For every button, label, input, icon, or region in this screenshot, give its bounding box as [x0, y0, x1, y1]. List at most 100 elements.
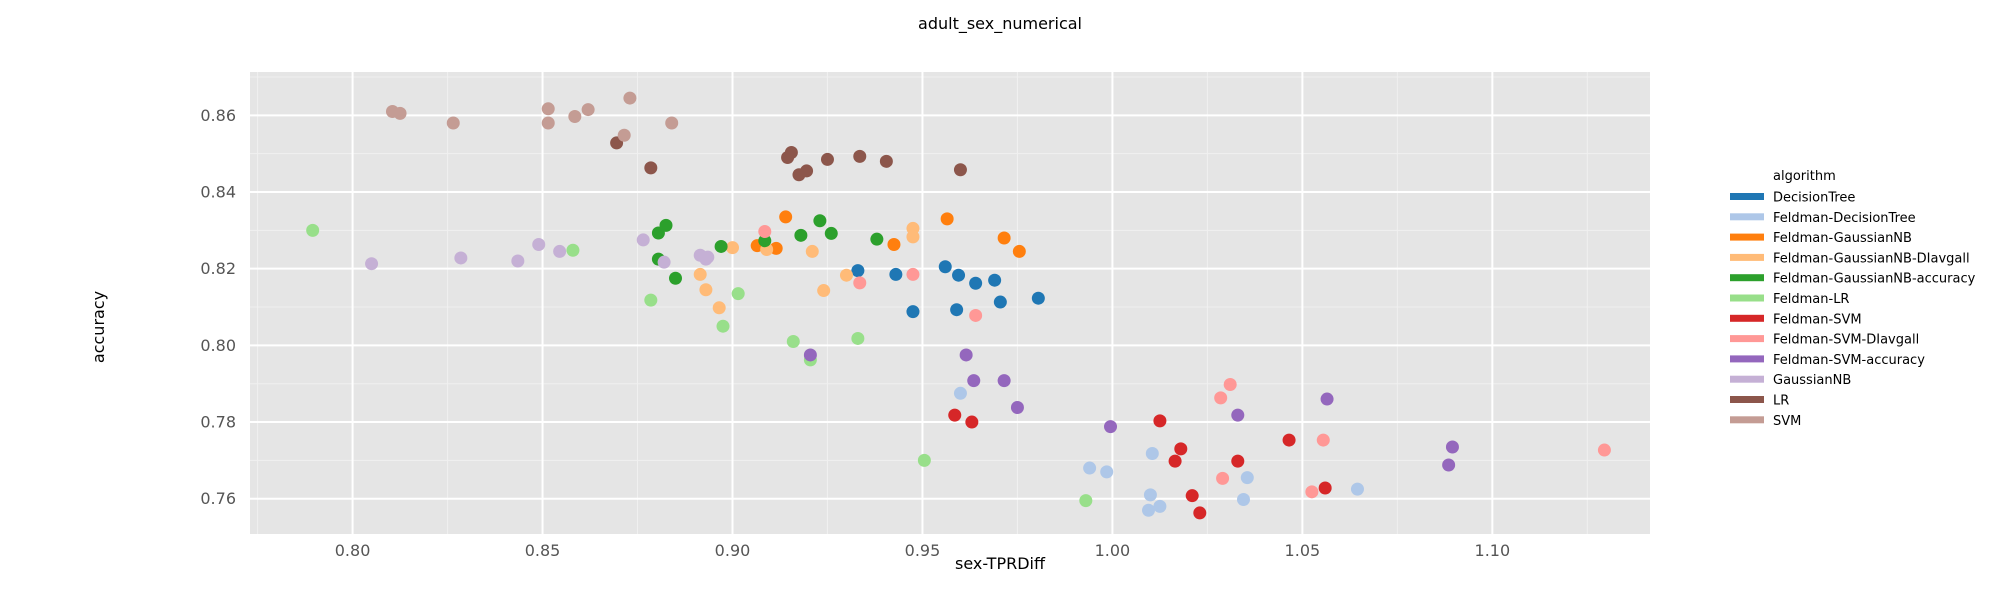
- point-gaussiannb: [454, 251, 468, 265]
- point-feldman-gaussiannb-accuracy: [813, 214, 827, 228]
- point-feldman-svm: [1231, 454, 1245, 468]
- y-tick-label: 0.84: [200, 183, 236, 202]
- point-feldman-svm: [1318, 481, 1332, 495]
- point-feldman-svm: [948, 408, 962, 422]
- point-feldman-svm-accuracy: [1231, 408, 1245, 422]
- legend-label-gaussiannb: GaussianNB: [1773, 373, 1851, 388]
- point-gaussiannb: [365, 257, 379, 271]
- legend: algorithm DecisionTree Feldman-DecisionTr…: [1730, 169, 1976, 429]
- y-tick-label: 0.80: [200, 336, 236, 355]
- point-gaussiannb: [553, 244, 567, 258]
- point-feldman-gaussiannb: [997, 231, 1011, 245]
- y-axis-label: accuracy: [89, 291, 108, 363]
- legend-swatch-feldman-lr: [1730, 294, 1764, 302]
- legend-label-feldman-gaussiannb: Feldman-GaussianNB: [1773, 231, 1912, 246]
- point-decisiontree: [969, 276, 983, 290]
- x-tick-label: 0.80: [335, 541, 371, 560]
- point-feldman-gaussiannb-diavgall: [805, 244, 819, 258]
- y-tick-label: 0.78: [200, 413, 236, 432]
- legend-swatch-feldman-gaussiannb: [1730, 233, 1764, 241]
- point-decisiontree: [906, 305, 920, 319]
- point-feldman-gaussiannb: [887, 238, 901, 252]
- legend-title: algorithm: [1773, 169, 1836, 184]
- point-feldman-svm-diavgall: [853, 276, 867, 290]
- x-tick-label: 0.85: [525, 541, 561, 560]
- point-lr: [820, 152, 834, 166]
- x-tick-label: 0.90: [715, 541, 751, 560]
- point-feldman-gaussiannb-accuracy: [758, 234, 772, 248]
- point-lr: [784, 146, 798, 160]
- point-lr: [879, 154, 893, 168]
- point-decisiontree: [1031, 291, 1045, 305]
- point-feldman-svm: [1282, 433, 1296, 447]
- point-decisiontree: [851, 264, 865, 278]
- point-feldman-gaussiannb-accuracy: [824, 226, 838, 240]
- point-feldman-decisiontree: [1236, 492, 1250, 506]
- point-feldman-gaussiannb-diavgall: [839, 268, 853, 282]
- x-axis-label: sex-TPRDiff: [955, 554, 1046, 573]
- legend-label-feldman-svm: Feldman-SVM: [1773, 312, 1862, 327]
- point-feldman-decisiontree: [1100, 465, 1114, 479]
- point-feldman-svm-accuracy: [959, 348, 973, 362]
- point-feldman-lr: [786, 335, 800, 349]
- y-tick-label: 0.82: [200, 259, 236, 278]
- point-feldman-lr: [306, 223, 320, 237]
- legend-swatch-svm: [1730, 416, 1764, 424]
- legend-swatch-decisiontree: [1730, 193, 1764, 200]
- point-feldman-svm: [1174, 442, 1188, 456]
- point-feldman-gaussiannb: [779, 210, 793, 224]
- point-svm: [623, 91, 637, 105]
- point-decisiontree: [950, 303, 964, 317]
- point-feldman-gaussiannb-accuracy: [714, 239, 728, 253]
- point-feldman-svm: [1168, 454, 1182, 468]
- point-feldman-svm-diavgall: [1223, 377, 1237, 391]
- legend-label-decisiontree: DecisionTree: [1773, 191, 1855, 206]
- point-feldman-svm-diavgall: [1305, 485, 1319, 499]
- point-feldman-decisiontree: [1153, 499, 1167, 513]
- plot-area: [250, 72, 1650, 534]
- point-gaussiannb: [701, 250, 715, 264]
- point-lr: [953, 163, 967, 177]
- point-feldman-svm-diavgall: [758, 224, 772, 238]
- legend-swatch-feldman-decisiontree: [1730, 213, 1764, 221]
- point-gaussiannb: [636, 233, 650, 247]
- x-tick-label: 1.00: [1095, 541, 1131, 560]
- legend-items: DecisionTree Feldman-DecisionTree Feldman-…: [1730, 191, 1976, 429]
- point-decisiontree: [889, 267, 903, 281]
- point-decisiontree: [938, 260, 952, 274]
- point-feldman-lr: [917, 453, 931, 467]
- point-lr: [800, 164, 814, 178]
- legend-swatch-lr: [1730, 396, 1764, 403]
- legend-label-svm: SVM: [1773, 414, 1801, 429]
- point-feldman-decisiontree: [1142, 503, 1156, 517]
- legend-label-feldman-decisiontree: Feldman-DecisionTree: [1773, 211, 1916, 226]
- point-lr: [853, 149, 867, 163]
- point-feldman-lr: [731, 287, 745, 301]
- point-svm: [541, 102, 555, 116]
- point-feldman-gaussiannb-accuracy: [659, 218, 673, 232]
- point-decisiontree: [952, 268, 966, 282]
- point-feldman-svm-diavgall: [969, 308, 983, 322]
- y-axis-ticks: 0.76 0.78 0.80 0.82 0.84 0.86: [200, 106, 236, 508]
- point-feldman-svm: [965, 415, 979, 429]
- point-feldman-lr: [716, 319, 730, 333]
- point-feldman-gaussiannb-diavgall: [725, 241, 739, 255]
- point-feldman-svm: [1185, 489, 1199, 503]
- legend-swatch-feldman-svm: [1730, 314, 1764, 322]
- x-tick-label: 0.95: [905, 541, 941, 560]
- data-points: [306, 91, 1611, 520]
- point-feldman-gaussiannb-diavgall: [906, 221, 920, 235]
- legend-label-feldman-lr: Feldman-LR: [1773, 292, 1849, 307]
- point-feldman-svm-accuracy: [967, 374, 981, 388]
- point-decisiontree: [988, 273, 1002, 287]
- point-feldman-decisiontree: [953, 386, 967, 400]
- point-feldman-svm-diavgall: [1316, 433, 1330, 447]
- point-feldman-decisiontree: [1083, 461, 1097, 475]
- y-tick-label: 0.76: [200, 489, 236, 508]
- point-feldman-gaussiannb-diavgall: [693, 267, 707, 281]
- point-feldman-decisiontree: [1143, 488, 1157, 502]
- legend-swatch-feldman-svm-diavgall: [1730, 335, 1764, 343]
- minor-gridlines: [250, 72, 1650, 534]
- legend-swatch-feldman-gaussiannb-accuracy: [1730, 274, 1764, 282]
